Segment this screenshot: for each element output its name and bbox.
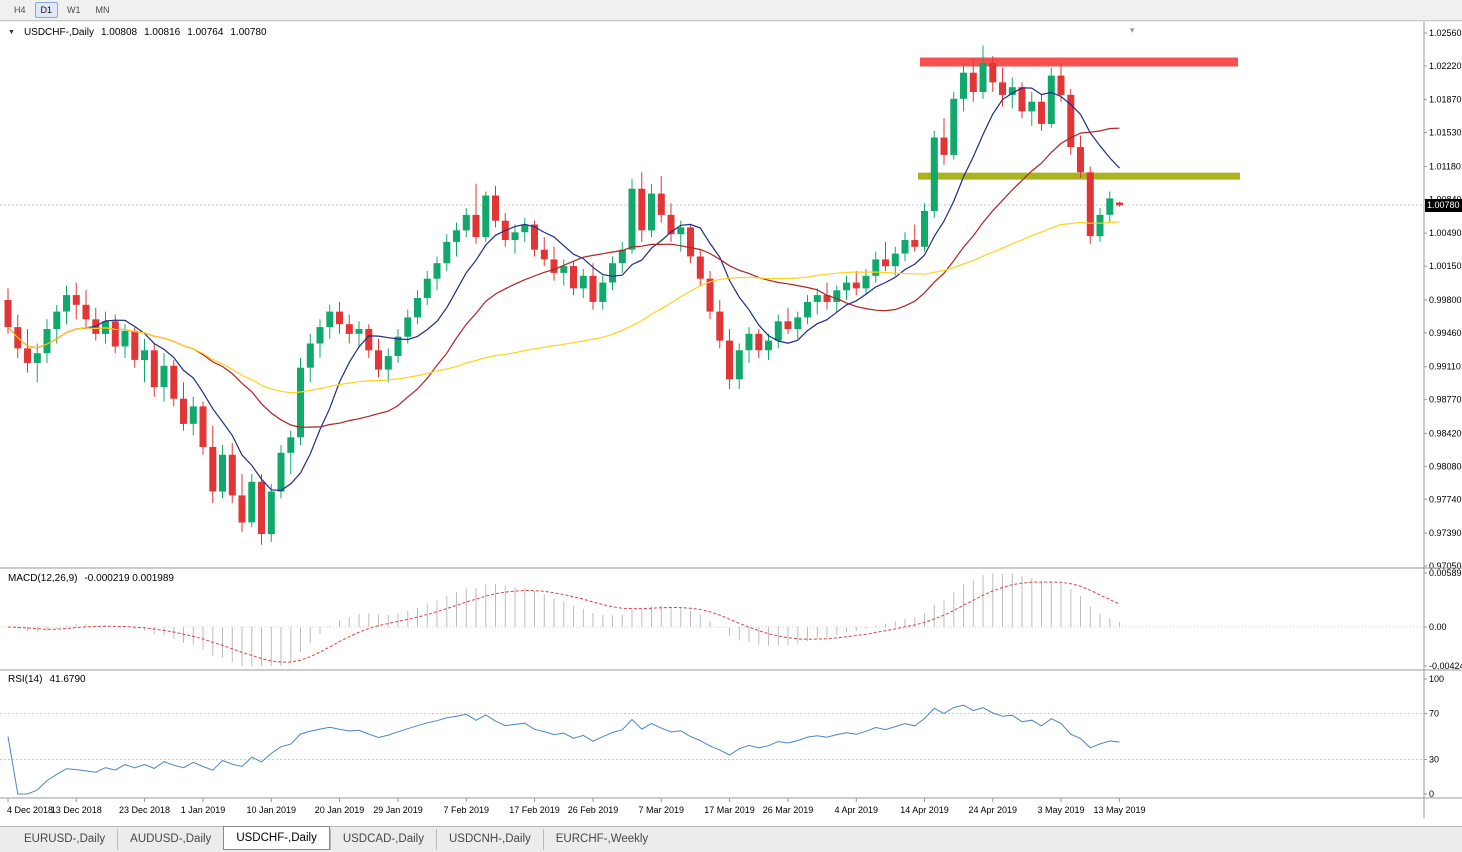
svg-text:0.98080: 0.98080	[1429, 461, 1462, 471]
svg-text:24 Apr 2019: 24 Apr 2019	[969, 805, 1018, 815]
svg-text:13 Dec 2018: 13 Dec 2018	[51, 805, 102, 815]
chart-shift-marker-icon[interactable]: ▾	[1130, 25, 1135, 35]
svg-text:70: 70	[1429, 709, 1439, 719]
svg-text:1.02220: 1.02220	[1429, 61, 1462, 71]
svg-text:7 Mar 2019: 7 Mar 2019	[639, 805, 685, 815]
svg-text:13 May 2019: 13 May 2019	[1093, 805, 1145, 815]
tab-usdcnh-daily[interactable]: USDCNH-,Daily	[435, 829, 543, 850]
chart-canvas[interactable]: 1.025601.022201.018701.015301.011801.008…	[0, 22, 1462, 826]
svg-text:1.00490: 1.00490	[1429, 228, 1462, 238]
svg-text:23 Dec 2018: 23 Dec 2018	[119, 805, 170, 815]
svg-text:17 Feb 2019: 17 Feb 2019	[509, 805, 560, 815]
svg-text:17 Mar 2019: 17 Mar 2019	[704, 805, 755, 815]
svg-text:0.97740: 0.97740	[1429, 494, 1462, 504]
timeframe-h4-button[interactable]: H4	[14, 5, 26, 15]
timeframe-d1-button[interactable]: D1	[34, 2, 59, 18]
tab-usdchf-daily[interactable]: USDCHF-,Daily	[223, 825, 330, 850]
svg-text:10 Jan 2019: 10 Jan 2019	[247, 805, 297, 815]
chart-window[interactable]: 1.025601.022201.018701.015301.011801.008…	[0, 22, 1462, 826]
svg-text:0.00: 0.00	[1429, 622, 1447, 632]
svg-text:26 Mar 2019: 26 Mar 2019	[763, 805, 814, 815]
chart-tabs-bar: EURUSD-,Daily AUDUSD-,Daily USDCHF-,Dail…	[0, 825, 1462, 852]
svg-text:0.99460: 0.99460	[1429, 328, 1462, 338]
tab-audusd-daily[interactable]: AUDUSD-,Daily	[117, 829, 223, 850]
svg-text:1 Jan 2019: 1 Jan 2019	[181, 805, 226, 815]
svg-text:0: 0	[1429, 789, 1434, 799]
svg-text:30: 30	[1429, 755, 1439, 765]
svg-text:7 Feb 2019: 7 Feb 2019	[444, 805, 490, 815]
svg-text:20 Jan 2019: 20 Jan 2019	[315, 805, 365, 815]
svg-text:0.98420: 0.98420	[1429, 429, 1462, 439]
tab-eurusd-daily[interactable]: EURUSD-,Daily	[24, 833, 106, 845]
svg-text:0.97050: 0.97050	[1429, 561, 1462, 571]
svg-text:1.02560: 1.02560	[1429, 28, 1462, 38]
current-price-tag: 1.00780	[1425, 198, 1462, 212]
timeframe-mn-button[interactable]: MN	[95, 5, 110, 15]
svg-text:1.01530: 1.01530	[1429, 128, 1462, 138]
timeframe-w1-button[interactable]: W1	[67, 5, 81, 15]
tab-eurchf-weekly[interactable]: EURCHF-,Weekly	[542, 829, 660, 850]
svg-text:26 Feb 2019: 26 Feb 2019	[568, 805, 619, 815]
tab-usdcad-daily[interactable]: USDCAD-,Daily	[329, 829, 436, 850]
svg-text:1.01870: 1.01870	[1429, 95, 1462, 105]
svg-text:0.99110: 0.99110	[1429, 362, 1461, 372]
svg-text:0.97390: 0.97390	[1429, 528, 1462, 538]
svg-text:14 Apr 2019: 14 Apr 2019	[900, 805, 949, 815]
svg-text:3 May 2019: 3 May 2019	[1037, 805, 1084, 815]
svg-text:4 Apr 2019: 4 Apr 2019	[835, 805, 879, 815]
svg-text:0.99800: 0.99800	[1429, 295, 1462, 305]
svg-text:29 Jan 2019: 29 Jan 2019	[373, 805, 423, 815]
svg-text:0.00589: 0.00589	[1429, 568, 1462, 578]
svg-text:-0.00424: -0.00424	[1429, 661, 1462, 671]
svg-text:1.01180: 1.01180	[1429, 162, 1461, 172]
svg-text:1.00150: 1.00150	[1429, 261, 1462, 271]
svg-text:4 Dec 2018: 4 Dec 2018	[7, 805, 53, 815]
timeframe-toolbar: H4 D1 W1 MN	[0, 0, 1462, 21]
svg-text:0.98770: 0.98770	[1429, 395, 1462, 405]
svg-text:100: 100	[1429, 674, 1444, 684]
